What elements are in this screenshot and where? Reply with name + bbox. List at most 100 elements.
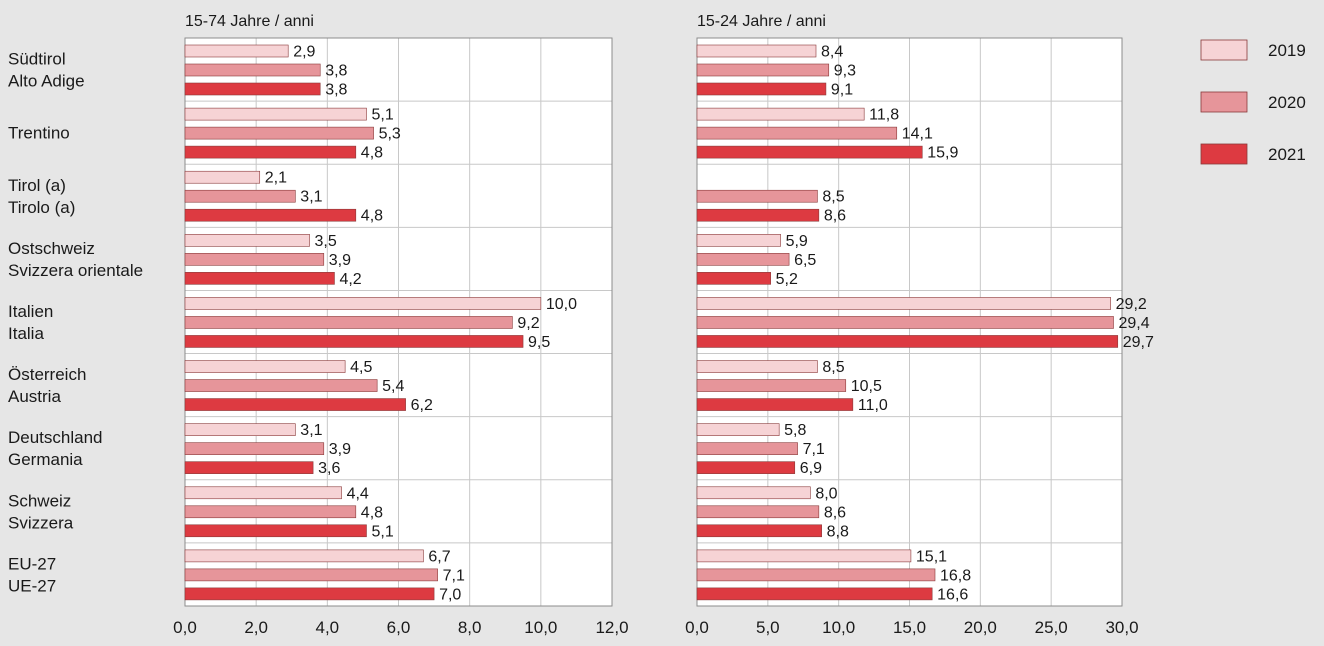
bar xyxy=(696,44,817,58)
bar xyxy=(184,253,325,266)
bar xyxy=(184,126,374,140)
bar xyxy=(696,335,1119,348)
bar xyxy=(184,82,321,96)
bar xyxy=(696,461,796,474)
x-tick-label: 20,0 xyxy=(964,618,997,637)
panel-title: 15-74 Jahre / anni xyxy=(185,13,314,30)
data-label: 9,2 xyxy=(517,315,539,332)
data-label: 3,1 xyxy=(300,422,322,439)
data-label: 7,1 xyxy=(803,441,825,458)
bar xyxy=(696,398,854,411)
data-label: 10,5 xyxy=(851,378,882,395)
category-label: Austria xyxy=(8,387,61,406)
x-tick-label: 5,0 xyxy=(756,618,780,637)
data-label: 5,2 xyxy=(776,271,798,288)
bar xyxy=(696,253,790,266)
bar xyxy=(184,316,513,329)
data-label: 16,8 xyxy=(940,567,971,584)
bar xyxy=(696,486,811,500)
x-tick-label: 30,0 xyxy=(1105,618,1138,637)
bar xyxy=(184,170,261,184)
data-label: 8,5 xyxy=(822,189,844,206)
data-label: 2,9 xyxy=(293,44,315,61)
data-label: 6,5 xyxy=(794,252,816,269)
bar xyxy=(696,189,818,203)
category-label: Österreich xyxy=(8,365,86,384)
data-label: 14,1 xyxy=(902,126,933,143)
bar xyxy=(696,524,822,538)
bar xyxy=(696,107,865,121)
x-tick-label: 6,0 xyxy=(387,618,411,637)
data-label: 29,2 xyxy=(1116,296,1147,313)
x-tick-label: 10,0 xyxy=(524,618,557,637)
data-label: 7,1 xyxy=(443,567,465,584)
legend-swatch xyxy=(1200,91,1248,113)
category-label: Italia xyxy=(8,324,44,343)
data-label: 8,5 xyxy=(822,359,844,376)
bar xyxy=(184,272,335,285)
data-label: 4,8 xyxy=(361,504,383,521)
data-label: 3,8 xyxy=(325,63,347,80)
category-label: EU-27 xyxy=(8,554,56,573)
data-label: 3,9 xyxy=(329,441,351,458)
category-label: UE-27 xyxy=(8,576,56,595)
bar xyxy=(184,549,424,563)
data-label: 6,2 xyxy=(411,397,433,414)
category-label: Svizzera orientale xyxy=(8,261,143,280)
bar xyxy=(696,568,936,582)
bar xyxy=(696,82,827,96)
bar xyxy=(696,379,847,392)
bar xyxy=(184,379,378,392)
bar xyxy=(696,63,830,77)
category-label: Alto Adige xyxy=(8,72,85,91)
x-tick-label: 0,0 xyxy=(173,618,197,637)
x-tick-label: 10,0 xyxy=(822,618,855,637)
x-tick-label: 8,0 xyxy=(458,618,482,637)
bar xyxy=(696,423,780,436)
category-label: Trentino xyxy=(8,124,70,143)
bar xyxy=(184,208,357,222)
bar xyxy=(184,461,314,474)
data-label: 4,8 xyxy=(361,208,383,225)
data-label: 4,2 xyxy=(339,271,361,288)
data-label: 5,1 xyxy=(371,107,393,124)
bar xyxy=(184,398,406,411)
data-label: 3,6 xyxy=(318,460,340,477)
data-label: 3,1 xyxy=(300,189,322,206)
category-label: Italien xyxy=(8,302,53,321)
x-tick-label: 12,0 xyxy=(595,618,628,637)
data-label: 6,7 xyxy=(428,548,450,565)
bar xyxy=(696,442,798,455)
data-label: 15,9 xyxy=(927,145,958,162)
bar xyxy=(184,189,296,203)
data-label: 5,9 xyxy=(786,233,808,250)
bar xyxy=(696,126,898,140)
bar xyxy=(184,587,435,601)
bar xyxy=(184,234,310,247)
data-label: 3,5 xyxy=(315,233,337,250)
category-label: Svizzera xyxy=(8,513,74,532)
data-label: 9,3 xyxy=(834,63,856,80)
data-label: 8,8 xyxy=(827,523,849,540)
bar xyxy=(184,486,342,500)
category-label: Deutschland xyxy=(8,428,103,447)
x-tick-label: 2,0 xyxy=(244,618,268,637)
x-tick-label: 25,0 xyxy=(1035,618,1068,637)
bar xyxy=(184,107,367,121)
legend-label: 2019 xyxy=(1268,41,1306,60)
category-label: Germania xyxy=(8,450,83,469)
bar xyxy=(184,568,438,582)
bar xyxy=(184,297,542,310)
bar xyxy=(184,505,357,519)
bar xyxy=(184,145,357,159)
data-label: 5,4 xyxy=(382,378,404,395)
bar xyxy=(696,360,818,373)
data-label: 29,7 xyxy=(1123,334,1154,351)
data-label: 11,8 xyxy=(869,107,899,124)
bar xyxy=(696,145,923,159)
data-label: 3,9 xyxy=(329,252,351,269)
data-label: 9,5 xyxy=(528,334,550,351)
bar xyxy=(696,549,912,563)
data-label: 10,0 xyxy=(546,296,577,313)
